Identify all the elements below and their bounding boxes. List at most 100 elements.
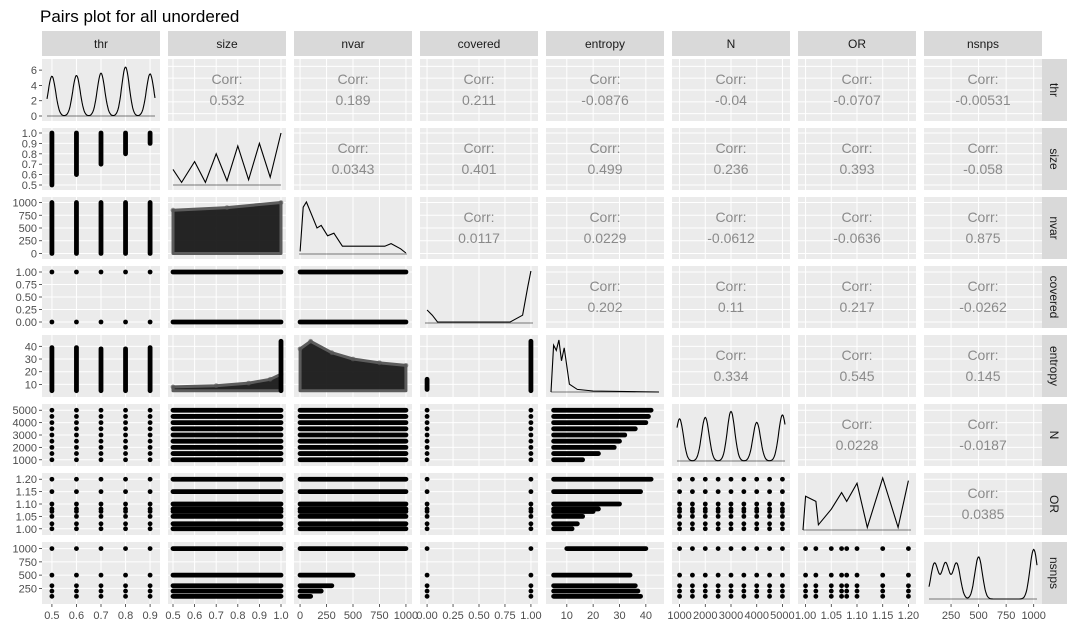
point — [98, 414, 104, 419]
point — [74, 513, 79, 519]
corr-value: 0.0117 — [458, 230, 500, 246]
point — [98, 438, 104, 444]
point — [715, 506, 721, 512]
point — [767, 506, 772, 512]
corr-label: Corr: — [841, 278, 872, 294]
y-tick-label: 0.9 — [22, 138, 37, 150]
strip-label-right-nsnps: nsnps — [1047, 557, 1061, 589]
point — [147, 501, 153, 507]
point-band — [74, 345, 79, 394]
point-band — [551, 501, 622, 507]
point-band — [297, 426, 409, 432]
strip-right-nvar — [1041, 197, 1067, 259]
point — [74, 438, 79, 444]
panel-N-covered — [420, 404, 538, 466]
scatter-OR-N — [677, 476, 785, 532]
point — [74, 269, 79, 275]
y-tick-label: 1.15 — [16, 487, 37, 499]
point — [98, 572, 104, 578]
corr-label: Corr: — [967, 347, 998, 363]
point — [728, 476, 734, 482]
point — [98, 407, 104, 413]
point — [123, 319, 128, 325]
point — [424, 588, 430, 594]
point — [246, 380, 252, 386]
point — [702, 476, 708, 482]
point — [74, 583, 79, 589]
point — [528, 426, 534, 432]
point — [767, 476, 772, 482]
point — [767, 572, 772, 578]
y-tick-label: 1000 — [13, 455, 37, 467]
point — [767, 593, 772, 599]
x-tick-label: 0.9 — [142, 610, 157, 622]
point — [767, 513, 772, 519]
panel-entropy-nsnps: Corr: 0.145 — [924, 335, 1042, 397]
y-tick-label: 40 — [25, 341, 37, 353]
point-band — [297, 432, 409, 438]
point — [147, 444, 153, 450]
point — [754, 593, 760, 599]
panel-thr-thr — [42, 59, 160, 121]
panel-covered-entropy: Corr: 0.202 — [546, 266, 664, 328]
point — [49, 506, 55, 512]
point — [98, 476, 104, 482]
point — [754, 521, 760, 527]
point-cloud — [171, 201, 283, 255]
point — [424, 476, 430, 482]
point — [528, 572, 534, 578]
corr-label: Corr: — [337, 71, 368, 87]
panel-nsnps-size — [168, 542, 286, 604]
corr-label: Corr: — [589, 140, 620, 156]
point — [98, 269, 104, 275]
point — [98, 319, 104, 325]
point — [677, 526, 682, 532]
x-tick-label: 30 — [613, 610, 625, 622]
point — [715, 583, 721, 589]
point — [123, 526, 128, 532]
point-band — [551, 457, 586, 463]
point — [49, 572, 55, 578]
density-size — [172, 132, 282, 184]
point — [780, 501, 785, 507]
corr-value: 0.236 — [713, 161, 748, 177]
strip-right-entropy — [1041, 335, 1067, 397]
point — [780, 588, 785, 594]
corr-label: Corr: — [967, 485, 998, 501]
point-band — [297, 521, 409, 527]
corr-label: Corr: — [463, 140, 494, 156]
y-tick-label: 10 — [25, 379, 37, 391]
y-tick-label: 0.75 — [16, 280, 37, 292]
panel-nsnps-entropy — [546, 542, 664, 604]
y-tick-label: 30 — [25, 354, 37, 366]
scatter-nsnps-size — [170, 546, 284, 599]
corr-value: 0.545 — [839, 368, 874, 384]
point — [844, 546, 850, 551]
panel-thr-covered: Corr: 0.211 — [420, 59, 538, 121]
point — [767, 526, 772, 532]
strip-top-entropy — [546, 31, 664, 56]
point — [715, 593, 721, 599]
corr-label: Corr: — [967, 416, 998, 432]
point — [98, 501, 104, 507]
x-tick-label: 0.9 — [252, 610, 267, 622]
panel-covered-N: Corr: 0.11 — [672, 266, 790, 328]
point — [702, 572, 708, 578]
point — [123, 269, 128, 275]
point-band — [170, 414, 284, 419]
corr-label: Corr: — [589, 71, 620, 87]
point-band — [170, 407, 284, 413]
scatter-covered-size — [170, 269, 284, 325]
point — [49, 457, 55, 463]
point — [528, 588, 534, 594]
point — [98, 526, 104, 532]
point-band — [170, 583, 284, 589]
point — [74, 526, 79, 532]
point — [74, 407, 79, 413]
point — [741, 546, 747, 551]
point — [844, 572, 850, 578]
point — [690, 526, 695, 532]
panel-OR-entropy — [546, 473, 664, 535]
panel-thr-entropy: Corr: -0.0876 — [546, 59, 664, 121]
